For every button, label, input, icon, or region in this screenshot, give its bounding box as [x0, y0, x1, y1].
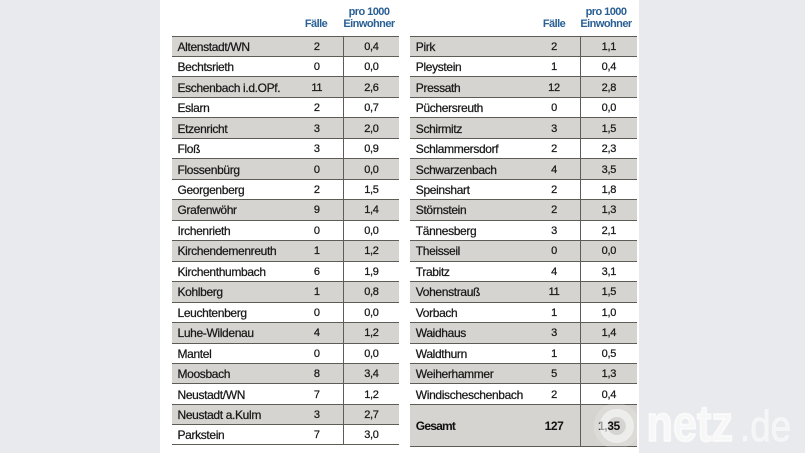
svg-text:netz: netz [647, 395, 734, 452]
svg-text:.de: .de [740, 402, 791, 451]
